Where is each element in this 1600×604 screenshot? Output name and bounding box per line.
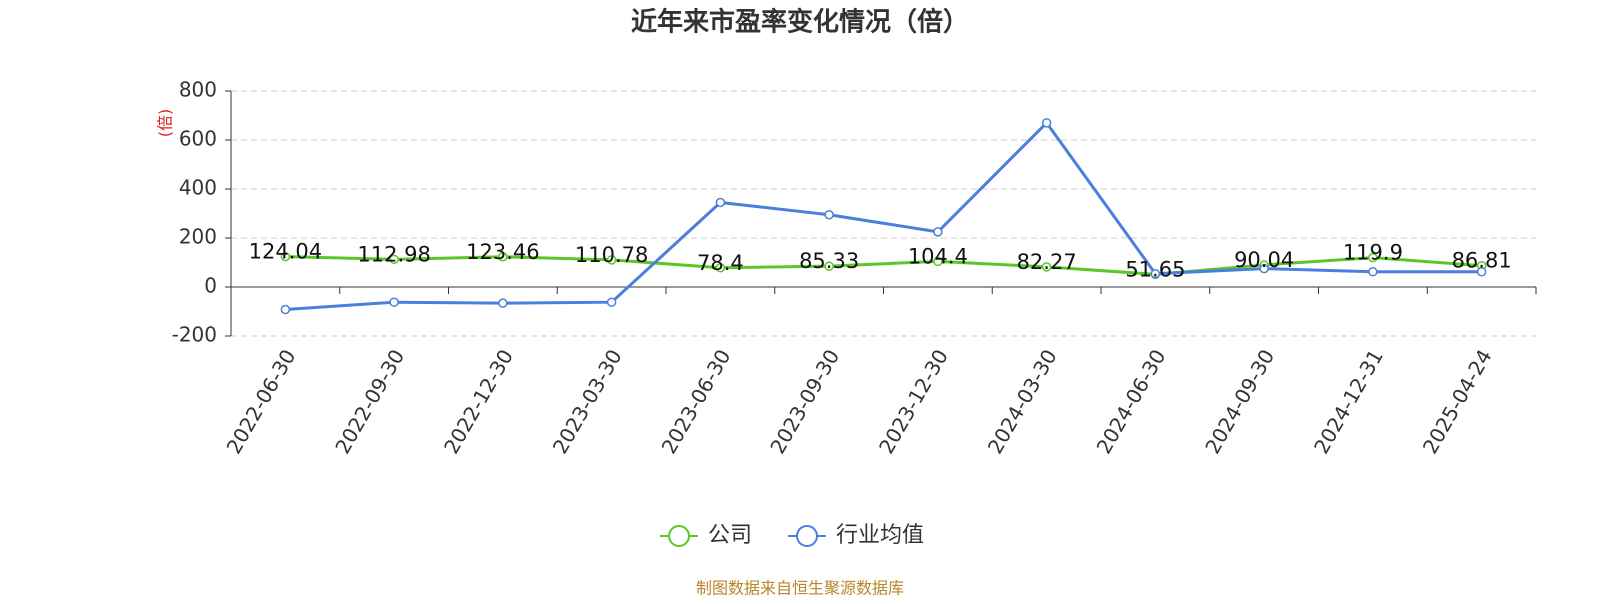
point [715, 197, 726, 208]
point [1041, 262, 1052, 272]
point [1041, 118, 1052, 128]
data-label: 85.33 [799, 249, 859, 273]
point [498, 298, 508, 308]
point [280, 304, 291, 315]
point [1150, 269, 1161, 279]
y-tick-label: 200 [179, 225, 217, 249]
x-tick-label: 2025-04-24 [1418, 345, 1497, 458]
x-tick-label: 2022-12-30 [439, 345, 518, 458]
line-series [285, 120, 1482, 312]
y-tick-label: 800 [179, 78, 217, 102]
x-tick-label: 2022-06-30 [222, 345, 301, 458]
source-note: 制图数据来自恒生聚源数据库 [696, 579, 904, 598]
point [933, 227, 943, 237]
point [606, 255, 617, 265]
legend-marker [668, 525, 690, 547]
data-label: 112.98 [357, 242, 430, 266]
data-label: 82.27 [1017, 250, 1077, 274]
y-tick-label: 600 [179, 127, 217, 151]
point [824, 209, 834, 220]
y-tick-label: -200 [172, 323, 217, 347]
point [1476, 267, 1487, 277]
x-tick-label: 2022-09-30 [330, 345, 409, 458]
point [280, 251, 291, 262]
point [606, 297, 617, 307]
line-series [285, 255, 1482, 276]
data-label: 90.04 [1234, 248, 1294, 272]
data-label: 51.65 [1125, 257, 1185, 281]
point [824, 261, 834, 271]
data-label: 78.4 [697, 251, 744, 275]
legend-label: 公司 [708, 523, 752, 548]
y-axis-label: (倍) [156, 109, 175, 138]
point [498, 252, 508, 262]
legend-marker [796, 525, 818, 547]
point [1368, 252, 1378, 263]
x-tick-label: 2024-06-30 [1092, 345, 1171, 458]
point [389, 297, 399, 307]
data-label: 86.81 [1452, 249, 1512, 273]
y-tick-label: 0 [204, 274, 217, 298]
x-tick-label: 2023-03-30 [548, 345, 627, 458]
point [1259, 263, 1269, 274]
data-label: 119.9 [1343, 241, 1403, 265]
data-label: 123.46 [466, 240, 539, 264]
data-label: 110.78 [575, 243, 648, 267]
x-tick-label: 2023-09-30 [765, 345, 844, 458]
y-tick-label: 400 [179, 176, 217, 200]
point [1368, 267, 1378, 277]
legend-label: 行业均值 [836, 523, 924, 548]
data-label: 104.4 [908, 244, 968, 268]
point [715, 263, 726, 273]
x-tick-label: 2024-12-31 [1309, 345, 1388, 458]
chart-title: 近年来市盈率变化情况（倍） [631, 7, 969, 38]
x-tick-label: 2024-03-30 [983, 345, 1062, 458]
x-tick-label: 2024-09-30 [1200, 345, 1279, 458]
x-tick-label: 2023-12-30 [874, 345, 953, 458]
point [933, 256, 943, 267]
x-tick-label: 2023-06-30 [657, 345, 736, 458]
point [389, 254, 399, 265]
data-label: 124.04 [249, 240, 322, 264]
